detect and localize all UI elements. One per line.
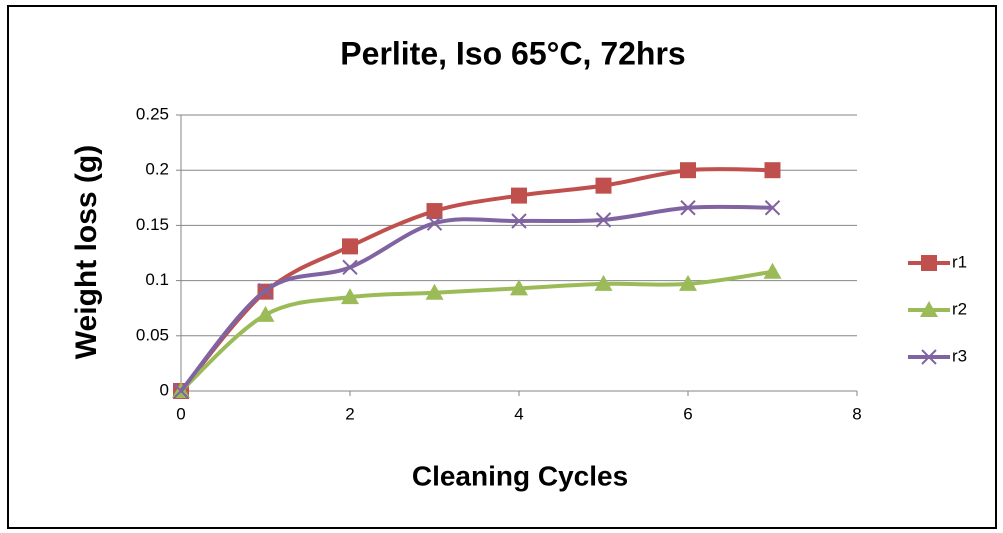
y-tick-label: 0.05 — [136, 325, 169, 344]
x-tick-label: 2 — [345, 404, 354, 423]
x-axis-label: Cleaning Cycles — [412, 460, 628, 491]
chart-frame — [7, 5, 997, 529]
data-point — [426, 215, 443, 231]
data-point — [341, 288, 359, 305]
data-point — [511, 187, 527, 204]
data-point — [257, 282, 274, 299]
x-tick-label: 0 — [176, 404, 185, 423]
data-point — [680, 200, 696, 216]
y-tick-label: 0.15 — [136, 215, 169, 234]
x-tick-label: 4 — [514, 404, 523, 423]
legend-label: r2 — [952, 299, 967, 318]
y-axis-label: Weight loss (g) — [70, 145, 103, 359]
y-tick-label: 0.1 — [145, 270, 169, 289]
legend-marker — [921, 349, 937, 365]
y-tick-label: 0 — [160, 380, 169, 399]
data-point — [426, 203, 443, 220]
legend-label: r1 — [952, 252, 967, 271]
data-point — [173, 383, 189, 399]
data-point — [764, 162, 781, 179]
chart-title: Perlite, Iso 65°C, 72hrs — [340, 35, 685, 71]
legend-marker — [921, 255, 937, 271]
y-tick-label: 0.25 — [136, 104, 169, 123]
x-tick-label: 6 — [683, 404, 692, 423]
y-tick-label: 0.2 — [145, 160, 169, 179]
data-point — [595, 212, 612, 228]
data-point — [764, 200, 781, 216]
data-point — [256, 305, 275, 322]
data-point — [763, 262, 782, 279]
data-point — [425, 283, 444, 300]
data-point — [342, 238, 358, 255]
data-point — [510, 279, 528, 296]
data-point — [679, 274, 697, 291]
x-tick-label: 8 — [852, 404, 861, 423]
legend-marker — [920, 301, 938, 317]
data-point — [680, 162, 696, 179]
legend-label: r3 — [952, 346, 967, 365]
data-point — [511, 213, 527, 229]
data-point — [595, 177, 612, 194]
data-point — [594, 274, 613, 291]
data-point — [342, 259, 358, 276]
